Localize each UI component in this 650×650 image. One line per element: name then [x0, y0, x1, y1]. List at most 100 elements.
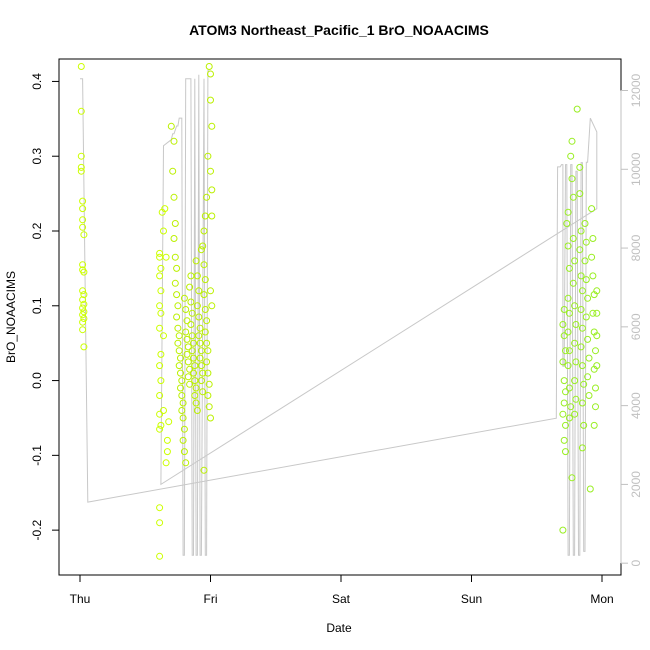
data-point: [156, 392, 164, 399]
data-point: [77, 152, 85, 160]
data-point: [173, 291, 181, 299]
data-point: [79, 197, 87, 205]
data-point: [79, 205, 87, 213]
data-point: [156, 410, 164, 418]
data-point: [79, 296, 87, 304]
data-point: [175, 347, 183, 355]
data-point: [207, 167, 214, 175]
secondary-y-axis: 0 2000 4000 6000 8000 10000 12000: [620, 74, 643, 567]
data-point: [572, 358, 580, 366]
data-point: [204, 392, 212, 399]
data-point: [192, 384, 200, 392]
data-point: [577, 343, 585, 351]
data-point: [188, 347, 196, 355]
data-point: [157, 377, 165, 385]
data-point: [565, 414, 573, 422]
data-point: [568, 137, 576, 145]
data-point: [560, 306, 568, 313]
data-point: [191, 377, 199, 385]
data-point: [577, 272, 585, 280]
data-point: [565, 384, 573, 392]
data-point: [200, 261, 208, 269]
data-point: [184, 343, 192, 351]
data-point: [80, 343, 88, 351]
data-point: [173, 313, 181, 321]
data-point: [183, 317, 191, 325]
data-point: [182, 328, 190, 336]
data-point: [191, 392, 199, 399]
data-point: [196, 324, 204, 332]
data-point: [201, 212, 209, 220]
data-point: [559, 358, 567, 366]
data-point: [562, 347, 569, 355]
data-point: [571, 377, 579, 385]
data-point: [565, 309, 573, 317]
data-point: [156, 362, 164, 370]
data-point: [207, 287, 214, 295]
data-point: [576, 163, 584, 171]
y2-tick-label: 6000: [629, 313, 643, 340]
data-point: [197, 246, 205, 254]
data-point: [201, 276, 209, 284]
y-tick-label: 0.1: [30, 297, 44, 314]
data-point: [201, 328, 209, 336]
data-point: [205, 403, 213, 411]
data-point: [182, 459, 190, 467]
data-point: [589, 309, 597, 317]
data-point: [571, 257, 579, 265]
data-point: [180, 294, 188, 302]
data-point: [205, 63, 213, 70]
data-point: [190, 339, 197, 347]
data-point: [578, 399, 586, 407]
data-point: [195, 332, 203, 340]
data-point: [171, 220, 179, 227]
data-point: [175, 332, 183, 340]
data-point: [200, 227, 208, 235]
y2-tick-label: 2000: [629, 471, 643, 498]
gray-line-series: [80, 70, 598, 556]
data-point: [193, 272, 201, 280]
data-point: [80, 315, 88, 322]
data-point: [569, 279, 577, 287]
data-point: [79, 318, 87, 326]
data-point: [171, 253, 179, 261]
data-point: [193, 302, 201, 310]
data-point: [157, 309, 165, 317]
data-point: [191, 362, 199, 370]
data-point: [592, 384, 599, 392]
data-point: [165, 418, 173, 426]
data-point: [562, 421, 569, 429]
data-point: [182, 306, 190, 313]
data-point: [560, 436, 568, 444]
data-point: [80, 231, 88, 239]
data-point: [199, 388, 207, 396]
data-point: [593, 287, 601, 295]
data-point: [564, 328, 572, 336]
data-point: [79, 326, 87, 334]
data-point: [205, 380, 213, 388]
data-point: [190, 369, 197, 377]
data-point: [203, 193, 211, 201]
data-point: [582, 276, 590, 284]
data-point: [204, 347, 212, 355]
data-point: [592, 347, 599, 355]
data-point: [156, 272, 164, 280]
y-tick-label: 0.4: [30, 73, 44, 90]
data-point: [173, 264, 181, 272]
data-point: [195, 313, 203, 321]
data-point: [585, 354, 593, 362]
data-point: [77, 167, 85, 175]
data-point: [586, 485, 594, 493]
data-point: [577, 306, 585, 313]
data-point: [571, 339, 579, 347]
data-points: [77, 63, 601, 560]
x-axis-label: Date: [326, 621, 352, 635]
data-point: [169, 167, 177, 175]
data-point: [156, 249, 164, 257]
data-point: [183, 350, 191, 358]
data-point: [560, 377, 568, 385]
data-point: [80, 300, 88, 308]
data-point: [79, 311, 87, 319]
x-tick-label: Mon: [590, 592, 613, 606]
data-point: [564, 294, 572, 302]
